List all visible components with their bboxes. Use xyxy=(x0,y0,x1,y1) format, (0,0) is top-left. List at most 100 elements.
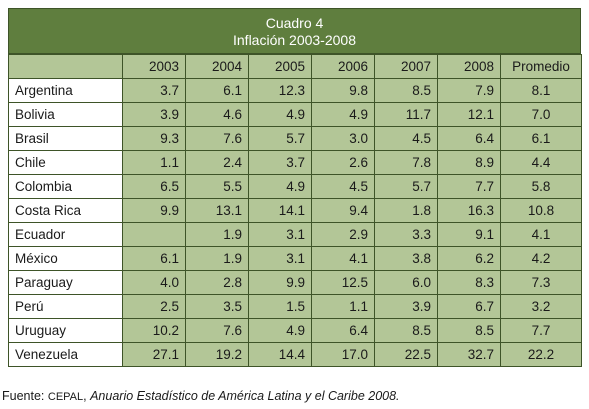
value-cell: 9.4 xyxy=(311,198,375,223)
country-cell: Ecuador xyxy=(8,222,123,247)
source-publication: Anuario Estadístico de América Latina y … xyxy=(90,389,400,403)
average-cell: 4.1 xyxy=(500,222,582,247)
table-title: Inflación 2003-2008 xyxy=(233,32,356,48)
value-cell: 7.8 xyxy=(374,150,438,175)
header-row: 2003 2004 2005 2006 2007 2008 Promedio xyxy=(8,54,582,79)
value-cell: 32.7 xyxy=(437,342,501,367)
value-cell: 22.5 xyxy=(374,342,438,367)
table-title-box: Cuadro 4 Inflación 2003-2008 xyxy=(8,8,581,54)
value-cell: 3.3 xyxy=(374,222,438,247)
header-year: 2003 xyxy=(122,54,186,79)
header-corner xyxy=(8,54,123,79)
value-cell: 8.5 xyxy=(374,78,438,103)
table-row: Uruguay 10.2 7.6 4.9 6.4 8.5 8.5 7.7 xyxy=(8,318,582,343)
value-cell: 2.4 xyxy=(185,150,249,175)
country-cell: Venezuela xyxy=(8,342,123,367)
average-cell: 6.1 xyxy=(500,126,582,151)
value-cell: 1.8 xyxy=(374,198,438,223)
value-cell: 5.5 xyxy=(185,174,249,199)
value-cell: 6.5 xyxy=(122,174,186,199)
average-cell: 8.1 xyxy=(500,78,582,103)
country-cell: Costa Rica xyxy=(8,198,123,223)
value-cell: 14.1 xyxy=(248,198,312,223)
value-cell: 8.9 xyxy=(437,150,501,175)
average-cell: 7.3 xyxy=(500,270,582,295)
country-cell: Uruguay xyxy=(8,318,123,343)
value-cell: 1.1 xyxy=(311,294,375,319)
value-cell: 7.6 xyxy=(185,318,249,343)
value-cell: 4.5 xyxy=(374,126,438,151)
value-cell: 1.1 xyxy=(122,150,186,175)
table-row: Costa Rica 9.9 13.1 14.1 9.4 1.8 16.3 10.8 xyxy=(8,198,582,223)
value-cell: 3.5 xyxy=(185,294,249,319)
value-cell: 4.1 xyxy=(311,246,375,271)
value-cell: 11.7 xyxy=(374,102,438,127)
value-cell: 7.6 xyxy=(185,126,249,151)
value-cell: 12.1 xyxy=(437,102,501,127)
value-cell: 3.1 xyxy=(248,222,312,247)
value-cell: 3.7 xyxy=(248,150,312,175)
table-body: Argentina 3.7 6.1 12.3 9.8 8.5 7.9 8.1 Bolivia 3.… xyxy=(8,78,582,367)
value-cell: 8.5 xyxy=(437,318,501,343)
table-row: Perú 2.5 3.5 1.5 1.1 3.9 6.7 3.2 xyxy=(8,294,582,319)
average-cell: 7.7 xyxy=(500,318,582,343)
value-cell: 3.9 xyxy=(122,102,186,127)
value-cell: 2.8 xyxy=(185,270,249,295)
value-cell: 8.5 xyxy=(374,318,438,343)
source-separator: , xyxy=(83,389,91,403)
value-cell: 3.8 xyxy=(374,246,438,271)
header-year: 2005 xyxy=(248,54,312,79)
average-cell: 10.8 xyxy=(500,198,582,223)
value-cell: 9.9 xyxy=(248,270,312,295)
header-year: 2006 xyxy=(311,54,375,79)
value-cell: 4.0 xyxy=(122,270,186,295)
table-row: Bolivia 3.9 4.6 4.9 4.9 11.7 12.1 7.0 xyxy=(8,102,582,127)
value-cell: 17.0 xyxy=(311,342,375,367)
country-cell: México xyxy=(8,246,123,271)
value-cell: 1.9 xyxy=(185,246,249,271)
country-cell: Bolivia xyxy=(8,102,123,127)
value-cell: 1.9 xyxy=(185,222,249,247)
value-cell: 10.2 xyxy=(122,318,186,343)
value-cell: 4.6 xyxy=(185,102,249,127)
country-cell: Brasil xyxy=(8,126,123,151)
value-cell: 4.9 xyxy=(248,318,312,343)
average-cell: 3.2 xyxy=(500,294,582,319)
average-cell: 7.0 xyxy=(500,102,582,127)
value-cell: 14.4 xyxy=(248,342,312,367)
value-cell: 2.6 xyxy=(311,150,375,175)
average-cell: 22.2 xyxy=(500,342,582,367)
value-cell: 4.9 xyxy=(248,174,312,199)
value-cell: 6.2 xyxy=(437,246,501,271)
value-cell: 7.9 xyxy=(437,78,501,103)
header-year: 2007 xyxy=(374,54,438,79)
value-cell: 5.7 xyxy=(248,126,312,151)
value-cell: 16.3 xyxy=(437,198,501,223)
value-cell: 4.9 xyxy=(311,102,375,127)
value-cell: 6.4 xyxy=(311,318,375,343)
value-cell: 2.9 xyxy=(311,222,375,247)
header-average: Promedio xyxy=(500,54,582,79)
value-cell: 2.5 xyxy=(122,294,186,319)
table-row: Colombia 6.5 5.5 4.9 4.5 5.7 7.7 5.8 xyxy=(8,174,582,199)
table-row: México 6.1 1.9 3.1 4.1 3.8 6.2 4.2 xyxy=(8,246,582,271)
country-cell: Chile xyxy=(8,150,123,175)
table-row: Ecuador 1.9 3.1 2.9 3.3 9.1 4.1 xyxy=(8,222,582,247)
table-number: Cuadro 4 xyxy=(265,15,324,31)
value-cell xyxy=(122,222,186,247)
header-year: 2008 xyxy=(437,54,501,79)
value-cell: 5.7 xyxy=(374,174,438,199)
table-row: Paraguay 4.0 2.8 9.9 12.5 6.0 8.3 7.3 xyxy=(8,270,582,295)
value-cell: 6.4 xyxy=(437,126,501,151)
source-note: Fuente: CEPAL, Anuario Estadístico de Am… xyxy=(2,389,400,403)
country-cell: Argentina xyxy=(8,78,123,103)
value-cell: 4.9 xyxy=(248,102,312,127)
country-cell: Paraguay xyxy=(8,270,123,295)
average-cell: 4.4 xyxy=(500,150,582,175)
value-cell: 6.0 xyxy=(374,270,438,295)
value-cell: 12.5 xyxy=(311,270,375,295)
value-cell: 8.3 xyxy=(437,270,501,295)
value-cell: 13.1 xyxy=(185,198,249,223)
value-cell: 3.9 xyxy=(374,294,438,319)
country-cell: Perú xyxy=(8,294,123,319)
